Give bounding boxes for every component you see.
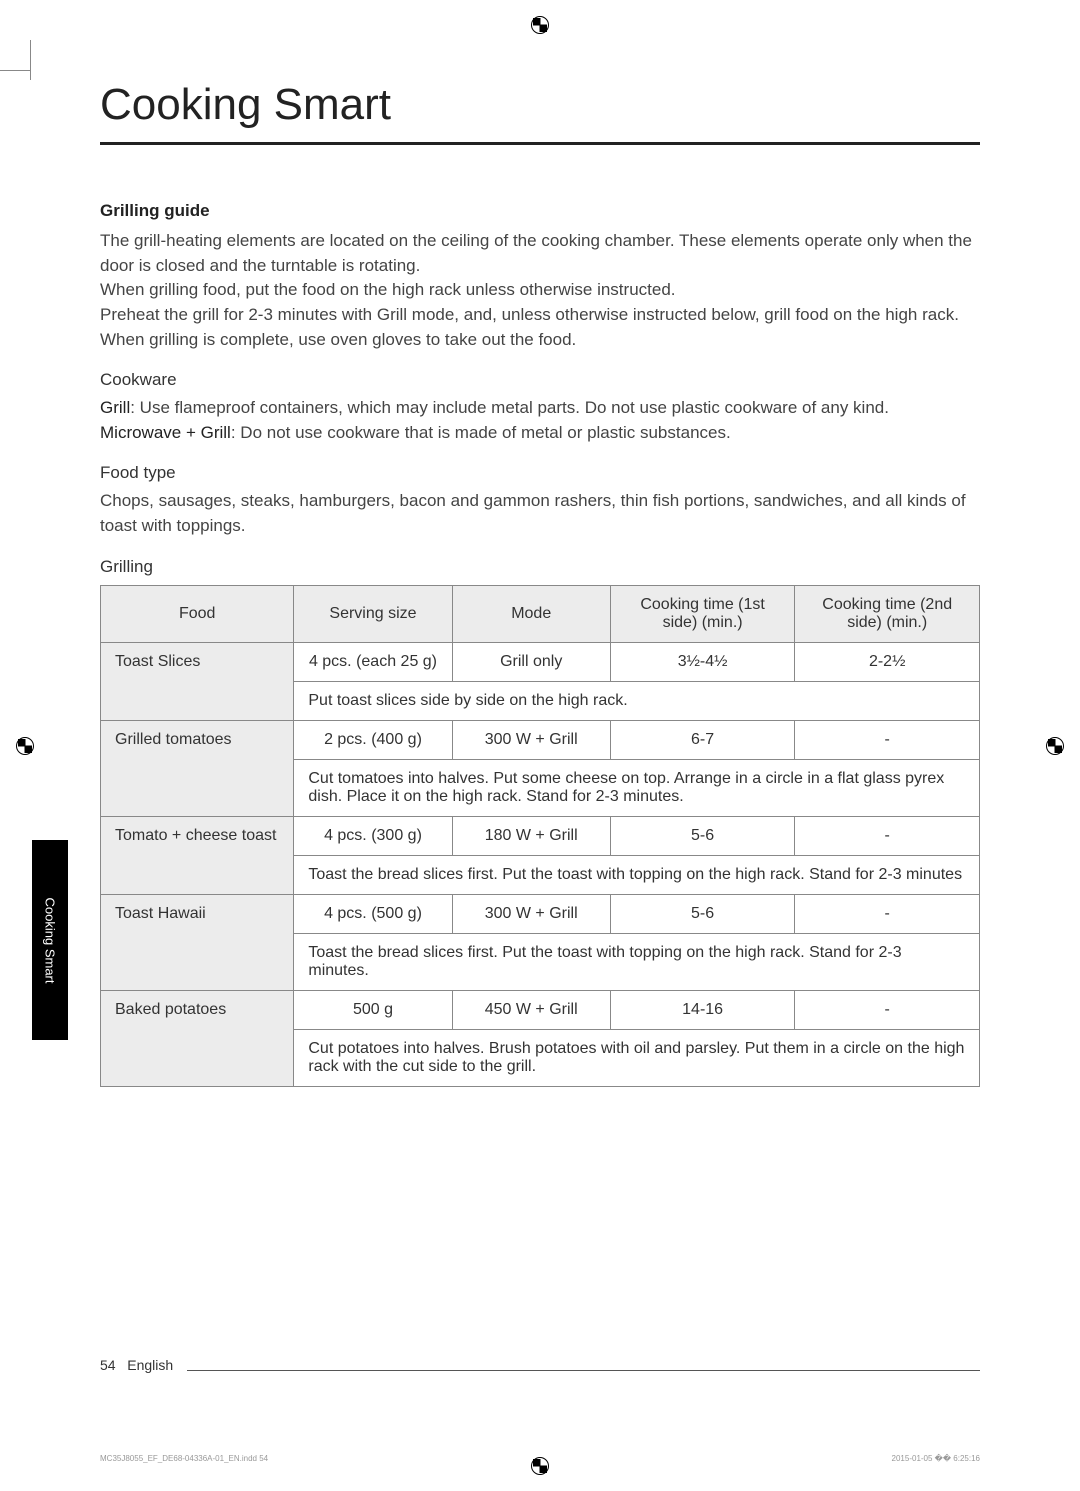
col-time1: Cooking time (1st side) (min.)	[610, 585, 795, 642]
side-tab-label: Cooking Smart	[43, 897, 58, 983]
page-language: English	[127, 1357, 173, 1373]
intro-line-3: Preheat the grill for 2-3 minutes with G…	[100, 305, 959, 349]
cell-t1: 5-6	[610, 816, 795, 855]
cell-t1: 14-16	[610, 990, 795, 1029]
print-file-ref: MC35J8055_EF_DE68-04336A-01_EN.indd 54	[100, 1454, 268, 1463]
table-header-row: Food Serving size Mode Cooking time (1st…	[101, 585, 980, 642]
cell-mode: 300 W + Grill	[452, 894, 610, 933]
cell-instructions: Put toast slices side by side on the hig…	[294, 681, 980, 720]
intro-line-2: When grilling food, put the food on the …	[100, 280, 676, 299]
cell-serving: 500 g	[294, 990, 452, 1029]
cell-t1: 3½-4½	[610, 642, 795, 681]
cell-t1: 5-6	[610, 894, 795, 933]
cell-food: Toast Hawaii	[101, 894, 294, 990]
table-row: Toast Slices4 pcs. (each 25 g)Grill only…	[101, 642, 980, 681]
section-heading-grilling-guide: Grilling guide	[100, 201, 980, 221]
cookware-mw-text: : Do not use cookware that is made of me…	[231, 423, 731, 442]
cookware-grill-text: : Use flameproof containers, which may i…	[130, 398, 889, 417]
cell-instructions: Cut potatoes into halves. Brush potatoes…	[294, 1029, 980, 1086]
cell-t2: -	[795, 720, 980, 759]
registration-mark-top	[531, 16, 549, 34]
grilling-table: Food Serving size Mode Cooking time (1st…	[100, 585, 980, 1087]
registration-mark-bottom	[531, 1457, 549, 1475]
col-serving: Serving size	[294, 585, 452, 642]
page-title: Cooking Smart	[100, 80, 980, 145]
footer-page: 54 English	[100, 1357, 187, 1373]
col-mode: Mode	[452, 585, 610, 642]
crop-mark	[0, 70, 30, 71]
table-row: Baked potatoes500 g450 W + Grill14-16-	[101, 990, 980, 1029]
cell-serving: 2 pcs. (400 g)	[294, 720, 452, 759]
table-row: Toast Hawaii4 pcs. (500 g)300 W + Grill5…	[101, 894, 980, 933]
footer-rule: 54 English	[100, 1370, 980, 1371]
cell-mode: 450 W + Grill	[452, 990, 610, 1029]
col-time2: Cooking time (2nd side) (min.)	[795, 585, 980, 642]
table-row: Tomato + cheese toast4 pcs. (300 g)180 W…	[101, 816, 980, 855]
cell-mode: Grill only	[452, 642, 610, 681]
intro-line-1: The grill-heating elements are located o…	[100, 231, 972, 275]
foodtype-text: Chops, sausages, steaks, hamburgers, bac…	[100, 489, 980, 538]
table-row: Grilled tomatoes2 pcs. (400 g)300 W + Gr…	[101, 720, 980, 759]
cell-instructions: Toast the bread slices first. Put the to…	[294, 933, 980, 990]
cell-serving: 4 pcs. (500 g)	[294, 894, 452, 933]
cell-t2: 2-2½	[795, 642, 980, 681]
cell-food: Tomato + cheese toast	[101, 816, 294, 894]
print-timestamp-block: 2015-01-05 �� 6:25:16	[892, 1454, 980, 1463]
crop-mark	[30, 40, 31, 80]
page-content: Cooking Smart Cooking Smart Grilling gui…	[100, 80, 980, 1411]
cell-food: Grilled tomatoes	[101, 720, 294, 816]
cell-mode: 180 W + Grill	[452, 816, 610, 855]
cell-t2: -	[795, 894, 980, 933]
cell-instructions: Toast the bread slices first. Put the to…	[294, 855, 980, 894]
cell-t1: 6-7	[610, 720, 795, 759]
cell-serving: 4 pcs. (300 g)	[294, 816, 452, 855]
table-caption: Grilling	[100, 557, 980, 577]
registration-mark-right	[1046, 737, 1064, 755]
cookware-text: Grill: Use flameproof containers, which …	[100, 396, 980, 445]
intro-paragraph: The grill-heating elements are located o…	[100, 229, 980, 352]
cookware-grill-label: Grill	[100, 398, 130, 417]
page-number: 54	[100, 1357, 116, 1373]
print-timestamp: 2015-01-05 �� 6:25:16	[892, 1454, 980, 1463]
foodtype-heading: Food type	[100, 463, 980, 483]
cookware-heading: Cookware	[100, 370, 980, 390]
cell-t2: -	[795, 990, 980, 1029]
cell-food: Baked potatoes	[101, 990, 294, 1086]
cell-instructions: Cut tomatoes into halves. Put some chees…	[294, 759, 980, 816]
registration-mark-left	[16, 737, 34, 755]
cell-t2: -	[795, 816, 980, 855]
cell-food: Toast Slices	[101, 642, 294, 720]
cookware-mw-label: Microwave + Grill	[100, 423, 231, 442]
cell-serving: 4 pcs. (each 25 g)	[294, 642, 452, 681]
cell-mode: 300 W + Grill	[452, 720, 610, 759]
side-tab: Cooking Smart	[32, 840, 68, 1040]
col-food: Food	[101, 585, 294, 642]
